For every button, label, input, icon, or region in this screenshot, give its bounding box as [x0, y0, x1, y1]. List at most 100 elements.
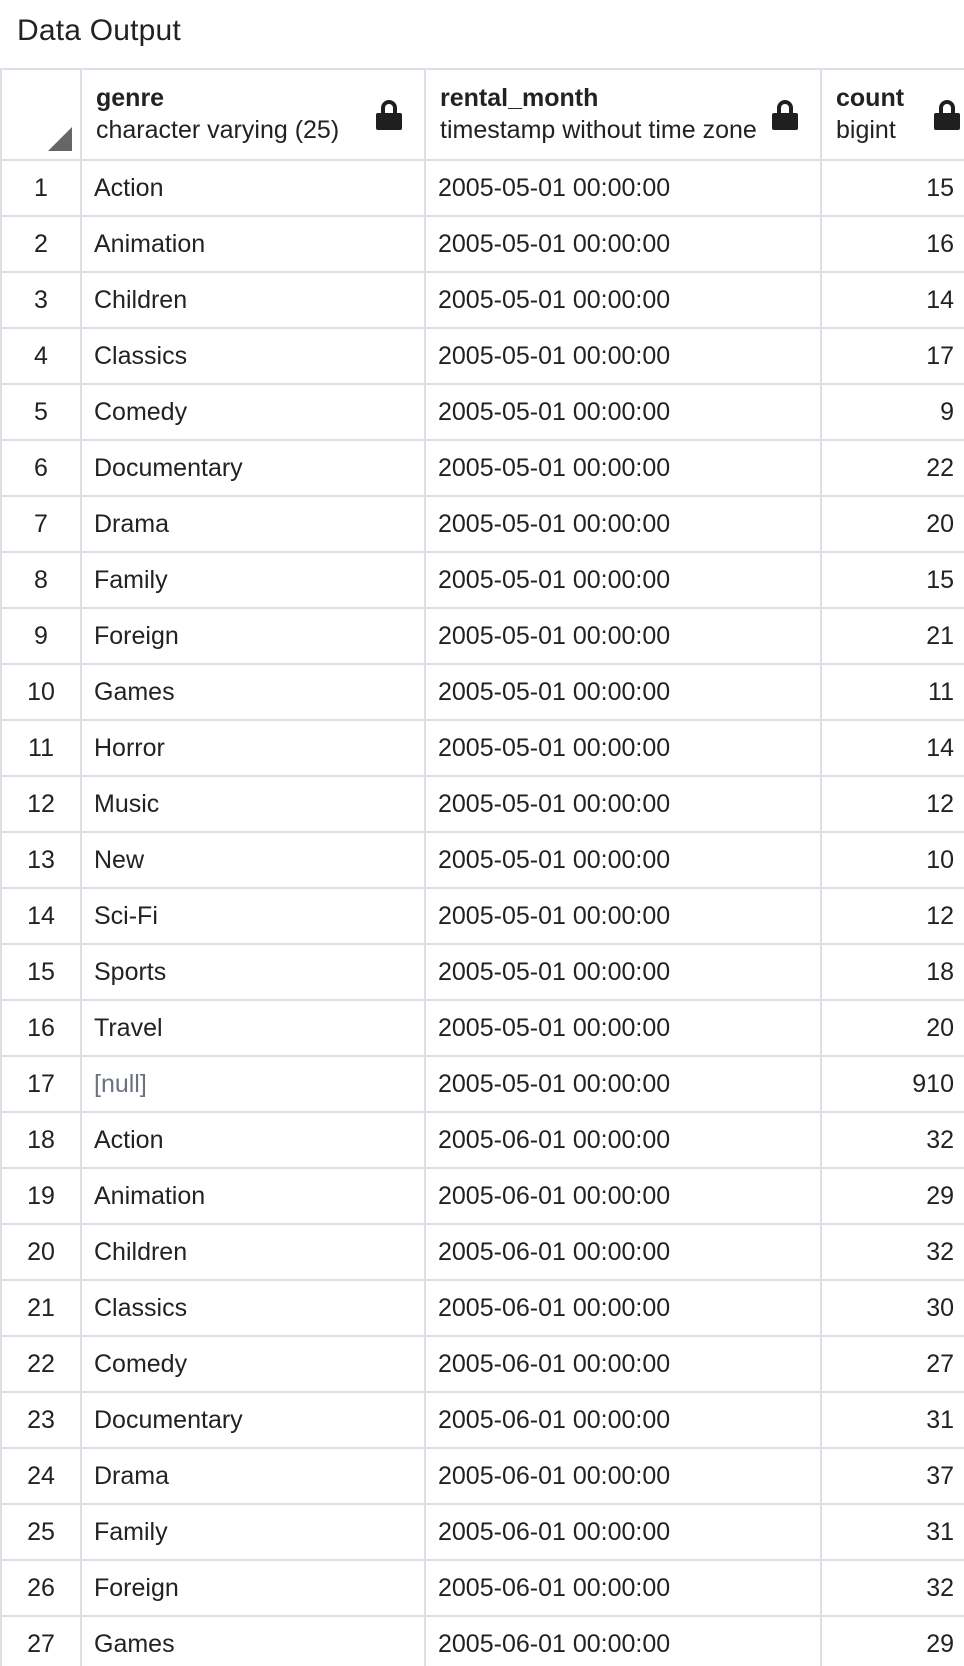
cell-genre[interactable]: Comedy: [80, 383, 426, 441]
cell-count[interactable]: 14: [820, 271, 964, 329]
row-number[interactable]: 9: [0, 607, 82, 665]
table-row[interactable]: 5 Comedy 2005-05-01 00:00:00 9: [0, 383, 964, 441]
data-output-grid[interactable]: genre character varying (25) rental_mont…: [0, 68, 964, 1666]
table-row[interactable]: 14 Sci-Fi 2005-05-01 00:00:00 12: [0, 887, 964, 945]
row-number[interactable]: 13: [0, 831, 82, 889]
row-number[interactable]: 21: [0, 1279, 82, 1337]
row-number[interactable]: 16: [0, 999, 82, 1057]
cell-rental-month[interactable]: 2005-05-01 00:00:00: [424, 383, 822, 441]
cell-genre[interactable]: Comedy: [80, 1335, 426, 1393]
table-row[interactable]: 7 Drama 2005-05-01 00:00:00 20: [0, 495, 964, 553]
cell-rental-month[interactable]: 2005-05-01 00:00:00: [424, 159, 822, 217]
row-number[interactable]: 1: [0, 159, 82, 217]
table-row[interactable]: 22 Comedy 2005-06-01 00:00:00 27: [0, 1335, 964, 1393]
cell-rental-month[interactable]: 2005-06-01 00:00:00: [424, 1223, 822, 1281]
table-row[interactable]: 19 Animation 2005-06-01 00:00:00 29: [0, 1167, 964, 1225]
cell-genre[interactable]: Games: [80, 663, 426, 721]
cell-genre[interactable]: Travel: [80, 999, 426, 1057]
cell-rental-month[interactable]: 2005-06-01 00:00:00: [424, 1447, 822, 1505]
row-number[interactable]: 15: [0, 943, 82, 1001]
cell-rental-month[interactable]: 2005-05-01 00:00:00: [424, 215, 822, 273]
table-row[interactable]: 16 Travel 2005-05-01 00:00:00 20: [0, 999, 964, 1057]
cell-rental-month[interactable]: 2005-05-01 00:00:00: [424, 1055, 822, 1113]
table-row[interactable]: 8 Family 2005-05-01 00:00:00 15: [0, 551, 964, 609]
cell-genre[interactable]: New: [80, 831, 426, 889]
cell-genre[interactable]: Family: [80, 1503, 426, 1561]
row-number[interactable]: 7: [0, 495, 82, 553]
cell-genre[interactable]: Foreign: [80, 1559, 426, 1617]
row-number[interactable]: 3: [0, 271, 82, 329]
table-row[interactable]: 27 Games 2005-06-01 00:00:00 29: [0, 1615, 964, 1666]
cell-count[interactable]: 14: [820, 719, 964, 777]
row-number[interactable]: 25: [0, 1503, 82, 1561]
cell-count[interactable]: 32: [820, 1111, 964, 1169]
row-number[interactable]: 26: [0, 1559, 82, 1617]
cell-count[interactable]: 37: [820, 1447, 964, 1505]
cell-rental-month[interactable]: 2005-06-01 00:00:00: [424, 1111, 822, 1169]
table-row[interactable]: 13 New 2005-05-01 00:00:00 10: [0, 831, 964, 889]
table-row[interactable]: 1 Action 2005-05-01 00:00:00 15: [0, 159, 964, 217]
table-row[interactable]: 12 Music 2005-05-01 00:00:00 12: [0, 775, 964, 833]
table-row[interactable]: 4 Classics 2005-05-01 00:00:00 17: [0, 327, 964, 385]
cell-rental-month[interactable]: 2005-06-01 00:00:00: [424, 1559, 822, 1617]
cell-count[interactable]: 30: [820, 1279, 964, 1337]
table-row[interactable]: 3 Children 2005-05-01 00:00:00 14: [0, 271, 964, 329]
column-header-genre[interactable]: genre character varying (25): [80, 68, 426, 161]
cell-count[interactable]: 32: [820, 1559, 964, 1617]
cell-genre[interactable]: Family: [80, 551, 426, 609]
row-number[interactable]: 6: [0, 439, 82, 497]
cell-rental-month[interactable]: 2005-05-01 00:00:00: [424, 271, 822, 329]
select-all-corner[interactable]: [0, 68, 82, 161]
row-number[interactable]: 8: [0, 551, 82, 609]
cell-genre[interactable]: Classics: [80, 1279, 426, 1337]
row-number[interactable]: 10: [0, 663, 82, 721]
cell-rental-month[interactable]: 2005-06-01 00:00:00: [424, 1615, 822, 1666]
row-number[interactable]: 19: [0, 1167, 82, 1225]
cell-genre[interactable]: Drama: [80, 1447, 426, 1505]
row-number[interactable]: 27: [0, 1615, 82, 1666]
row-number[interactable]: 5: [0, 383, 82, 441]
row-number[interactable]: 24: [0, 1447, 82, 1505]
row-number[interactable]: 14: [0, 887, 82, 945]
cell-count[interactable]: 9: [820, 383, 964, 441]
cell-count[interactable]: 18: [820, 943, 964, 1001]
table-row[interactable]: 6 Documentary 2005-05-01 00:00:00 22: [0, 439, 964, 497]
cell-count[interactable]: 15: [820, 551, 964, 609]
cell-count[interactable]: 17: [820, 327, 964, 385]
cell-count[interactable]: 10: [820, 831, 964, 889]
cell-rental-month[interactable]: 2005-05-01 00:00:00: [424, 831, 822, 889]
row-number[interactable]: 23: [0, 1391, 82, 1449]
cell-count[interactable]: 16: [820, 215, 964, 273]
cell-genre[interactable]: Action: [80, 159, 426, 217]
table-row[interactable]: 20 Children 2005-06-01 00:00:00 32: [0, 1223, 964, 1281]
cell-rental-month[interactable]: 2005-05-01 00:00:00: [424, 327, 822, 385]
cell-rental-month[interactable]: 2005-05-01 00:00:00: [424, 887, 822, 945]
table-row[interactable]: 25 Family 2005-06-01 00:00:00 31: [0, 1503, 964, 1561]
cell-rental-month[interactable]: 2005-06-01 00:00:00: [424, 1503, 822, 1561]
cell-rental-month[interactable]: 2005-05-01 00:00:00: [424, 607, 822, 665]
cell-count[interactable]: 29: [820, 1167, 964, 1225]
cell-count[interactable]: 12: [820, 887, 964, 945]
cell-count[interactable]: 21: [820, 607, 964, 665]
table-row[interactable]: 10 Games 2005-05-01 00:00:00 11: [0, 663, 964, 721]
cell-count[interactable]: 22: [820, 439, 964, 497]
cell-genre[interactable]: Documentary: [80, 1391, 426, 1449]
cell-genre[interactable]: Animation: [80, 1167, 426, 1225]
cell-count[interactable]: 27: [820, 1335, 964, 1393]
cell-rental-month[interactable]: 2005-05-01 00:00:00: [424, 663, 822, 721]
cell-genre[interactable]: Sports: [80, 943, 426, 1001]
cell-genre[interactable]: Games: [80, 1615, 426, 1666]
cell-count[interactable]: 31: [820, 1503, 964, 1561]
row-number[interactable]: 20: [0, 1223, 82, 1281]
cell-count[interactable]: 20: [820, 999, 964, 1057]
cell-genre[interactable]: Action: [80, 1111, 426, 1169]
cell-genre[interactable]: Horror: [80, 719, 426, 777]
cell-count[interactable]: 31: [820, 1391, 964, 1449]
cell-rental-month[interactable]: 2005-06-01 00:00:00: [424, 1335, 822, 1393]
row-number[interactable]: 17: [0, 1055, 82, 1113]
cell-genre[interactable]: [null]: [80, 1055, 426, 1113]
cell-count[interactable]: 32: [820, 1223, 964, 1281]
table-row[interactable]: 26 Foreign 2005-06-01 00:00:00 32: [0, 1559, 964, 1617]
cell-count[interactable]: 20: [820, 495, 964, 553]
table-row[interactable]: 17 [null] 2005-05-01 00:00:00 910: [0, 1055, 964, 1113]
